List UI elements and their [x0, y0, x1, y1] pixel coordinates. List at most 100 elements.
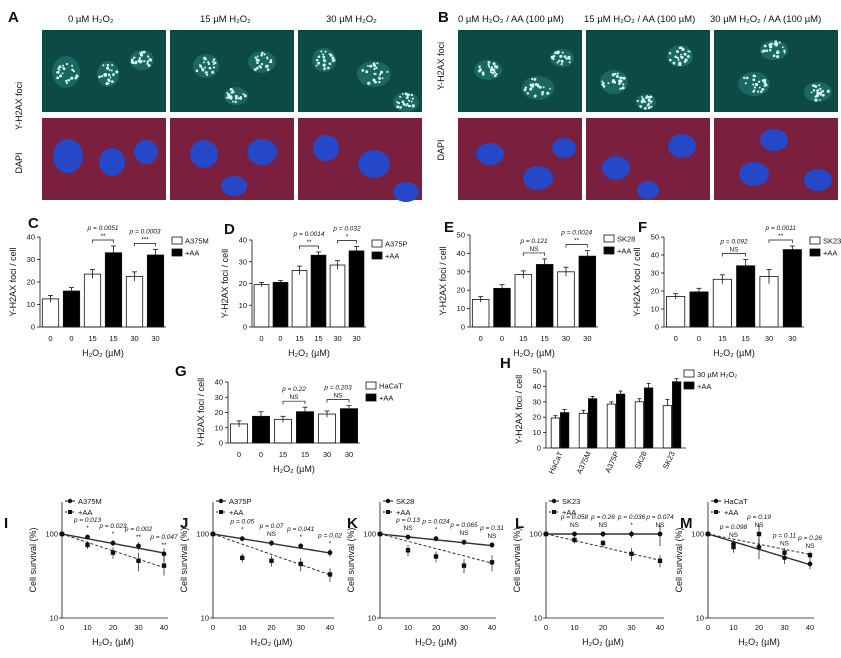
- bar: [253, 284, 270, 328]
- foci-dot: [75, 74, 79, 78]
- x-tick-label: 0: [60, 623, 64, 632]
- foci-dot: [618, 83, 621, 86]
- foci-dot: [149, 58, 152, 61]
- point-aa: [59, 531, 65, 537]
- foci-dot: [109, 76, 112, 79]
- point-aa: [807, 552, 813, 558]
- x-tick-label: 30: [345, 450, 353, 459]
- p-value-label: p = 0.121: [519, 238, 548, 245]
- legend-label: A375P: [385, 240, 408, 249]
- foci-dot: [494, 71, 496, 74]
- bar: [146, 254, 165, 328]
- foci-dot: [641, 96, 644, 99]
- column-label-B2: 15 µM H₂O₂ / AA (100 µM): [584, 14, 695, 25]
- foci-dot: [614, 72, 617, 75]
- foci-dot: [322, 53, 325, 56]
- legend-label: +AA: [562, 508, 576, 517]
- point-aa: [489, 560, 495, 565]
- p-value-label: p = 0.024: [421, 519, 450, 526]
- foci-dot: [315, 58, 319, 62]
- foci-dot: [201, 68, 205, 72]
- foci-dot: [559, 54, 563, 58]
- significance-bracket: [282, 400, 306, 405]
- foci-dot: [774, 41, 777, 43]
- foci-dot: [492, 68, 496, 72]
- bar: [310, 254, 327, 328]
- foci-dot: [672, 61, 676, 65]
- bar: [318, 413, 336, 444]
- foci-dot: [763, 81, 767, 85]
- y-tick-label: 30: [651, 269, 659, 278]
- p-value-label: p = 0.19: [746, 514, 771, 521]
- significance-bracket: [299, 245, 319, 249]
- x-tick-label: 20: [109, 623, 117, 632]
- x-tick-label: 30: [765, 334, 773, 343]
- fit-curve-aa: [212, 533, 331, 576]
- x-axis-label: H₂O₂ (µM): [273, 464, 315, 474]
- row-label-foci-A: Y-H2AX foci: [14, 82, 24, 130]
- significance-bracket: [768, 239, 793, 243]
- legend-label: +AA: [823, 249, 837, 258]
- point-aa: [731, 544, 736, 550]
- dapi-nucleus: [804, 169, 832, 191]
- legend-label: +AA: [78, 508, 92, 517]
- bar: [514, 274, 533, 328]
- point-aa: [377, 531, 383, 537]
- foci-dot: [744, 82, 747, 85]
- point-aa: [327, 572, 333, 577]
- foci-dot: [399, 95, 402, 98]
- y-tick-label: 20: [651, 287, 659, 296]
- point-control: [85, 534, 90, 540]
- legend-label: SK23: [823, 237, 841, 246]
- foci-dot: [491, 72, 495, 75]
- foci-dot: [676, 56, 680, 60]
- foci-dot: [636, 99, 639, 103]
- legend-swatch: [809, 236, 821, 245]
- foci-dot: [111, 80, 114, 84]
- foci-dot: [649, 101, 652, 104]
- significance-mark: **: [778, 233, 784, 240]
- foci-dot: [643, 106, 647, 110]
- p-value-label: p = 0.023: [98, 523, 127, 530]
- p-value-label: p = 0.203: [323, 385, 352, 392]
- foci-dot: [328, 53, 331, 55]
- foci-dot: [315, 64, 318, 67]
- bar-30-µM-H₂O₂: [550, 417, 560, 449]
- foci-dot: [619, 87, 622, 90]
- foci-dot: [645, 96, 648, 99]
- foci-dot: [684, 58, 688, 62]
- x-tick-label: HaCaT: [547, 450, 565, 476]
- panel-letter-A: A: [8, 9, 19, 26]
- x-tick-label: 0: [479, 334, 483, 343]
- point-aa: [461, 563, 467, 568]
- chart-C: C 0 10 20 30 40 Y-H2AX foci / cell 0 0 15 15 30 30 H₂…: [8, 215, 209, 358]
- foci-dot: [381, 77, 384, 80]
- y-tick-label: 40: [27, 233, 35, 242]
- y-tick-label: 0: [243, 323, 247, 332]
- point-control: [433, 536, 439, 542]
- x-tick-label: 30: [583, 334, 591, 343]
- point-aa: [657, 558, 663, 563]
- point-aa: [240, 555, 245, 561]
- foci-dot: [489, 71, 492, 74]
- bar: [41, 298, 60, 328]
- foci-dot: [556, 52, 559, 55]
- foci-dot: [59, 74, 63, 78]
- foci-dot: [58, 68, 61, 71]
- bar-30-µM-H₂O₂: [634, 401, 644, 449]
- foci-dot: [405, 104, 408, 107]
- foci-dot: [214, 61, 217, 65]
- foci-dot: [775, 51, 779, 55]
- y-tick-label: 30: [533, 397, 541, 406]
- legend-label: +AA: [617, 247, 631, 256]
- foci-dot: [406, 103, 409, 106]
- x-tick-label: 10: [570, 623, 578, 632]
- bar-+AA: [616, 393, 626, 449]
- foci-dot: [207, 61, 210, 64]
- x-tick-label: 15: [540, 334, 548, 343]
- x-tick-label: 0: [674, 334, 678, 343]
- point-control: [110, 540, 116, 546]
- x-tick-label: 0: [211, 623, 215, 632]
- foci-dot: [487, 61, 491, 64]
